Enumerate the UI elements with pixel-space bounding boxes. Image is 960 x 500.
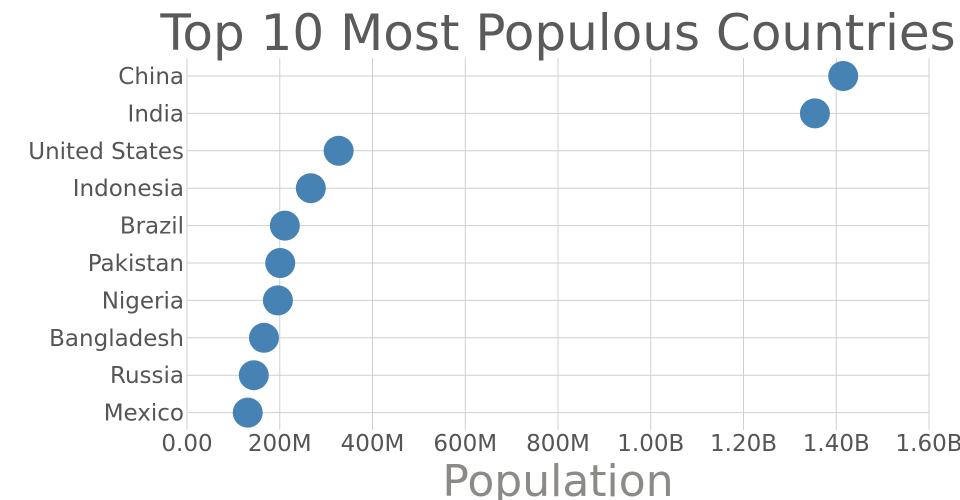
x-tick-label: 800M — [526, 431, 590, 457]
x-tick-label: 1.60B — [896, 431, 960, 457]
x-tick-label: 200M — [248, 431, 312, 457]
x-tick-label: 400M — [341, 431, 405, 457]
y-tick-label: United States — [28, 139, 184, 165]
x-tick-label: 1.00B — [617, 431, 684, 457]
y-axis-tick-labels: China India United States Indonesia Brazil Pa… — [28, 64, 184, 427]
data-point[interactable] — [238, 360, 269, 391]
x-axis-tick-labels: 0.00 200M 400M 600M 800M 1.00B 1.20B 1.40B 1.60B — [161, 431, 960, 457]
x-tick-label: 1.20B — [710, 431, 777, 457]
x-tick-label: 1.40B — [803, 431, 870, 457]
x-tick-label: 600M — [433, 431, 497, 457]
y-tick-label: Indonesia — [73, 176, 184, 202]
data-point[interactable] — [262, 285, 293, 316]
data-point[interactable] — [232, 397, 263, 428]
y-tick-label: Mexico — [104, 401, 184, 427]
y-tick-label: Bangladesh — [49, 326, 184, 352]
y-tick-label: China — [118, 64, 184, 90]
x-tick-label: 0.00 — [161, 431, 212, 457]
data-point[interactable] — [248, 322, 279, 353]
grid-lines — [186, 58, 930, 430]
chart-title: Top 10 Most Populous Countries — [159, 4, 955, 62]
y-tick-label: Nigeria — [102, 288, 184, 314]
data-point[interactable] — [265, 248, 296, 278]
data-point[interactable] — [799, 98, 830, 129]
data-points — [232, 61, 859, 428]
y-tick-label: Brazil — [120, 214, 184, 240]
data-point[interactable] — [323, 135, 354, 166]
x-axis-title: Population — [442, 456, 673, 500]
data-point[interactable] — [269, 210, 300, 241]
y-tick-label: Russia — [110, 363, 184, 389]
y-tick-label: India — [128, 101, 184, 127]
y-tick-label: Pakistan — [88, 251, 184, 277]
data-point[interactable] — [828, 61, 859, 91]
data-point[interactable] — [295, 173, 326, 204]
